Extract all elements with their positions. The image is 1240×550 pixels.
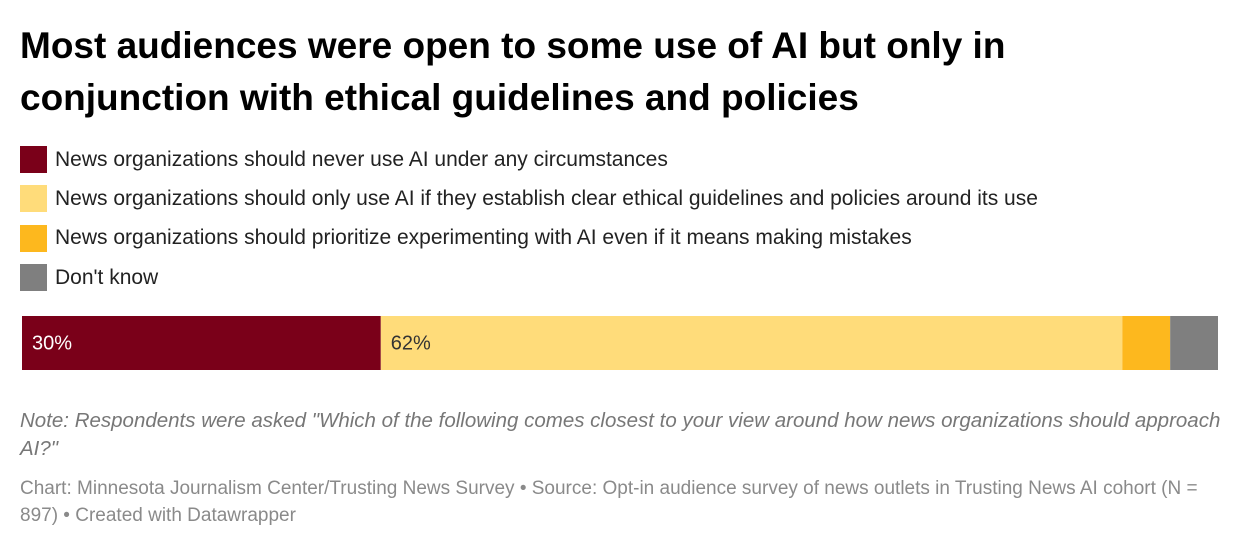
bar-segment	[1170, 316, 1218, 370]
legend-label: Don't know	[55, 265, 159, 289]
legend-swatch	[20, 264, 47, 292]
value-label: 30%	[32, 332, 72, 354]
legend-label: News organizations should prioritize exp…	[55, 226, 912, 250]
legend: News organizations should never use AI u…	[20, 140, 1220, 297]
legend-swatch	[20, 146, 47, 174]
legend-item: News organizations should never use AI u…	[20, 140, 1220, 179]
legend-swatch	[20, 185, 47, 213]
legend-label: News organizations should never use AI u…	[55, 147, 668, 171]
chart-title: Most audiences were open to some use of …	[20, 25, 1006, 118]
chart: 30% 62%	[22, 316, 1218, 370]
bar-segment	[22, 316, 381, 370]
legend-item: Don't know	[20, 258, 1220, 297]
legend-swatch	[20, 224, 47, 252]
legend-label: News organizations should only use AI if…	[55, 186, 1038, 210]
bar-segment	[380, 316, 1123, 370]
legend-item: News organizations should prioritize exp…	[20, 219, 1220, 258]
credit: Chart: Minnesota Journalism Center/Trust…	[20, 478, 1198, 526]
value-label: 62%	[391, 332, 431, 354]
note: Note: Respondents were asked "Which of t…	[20, 409, 1221, 460]
legend-item: News organizations should only use AI if…	[20, 179, 1220, 218]
bar-segment	[1122, 316, 1171, 370]
